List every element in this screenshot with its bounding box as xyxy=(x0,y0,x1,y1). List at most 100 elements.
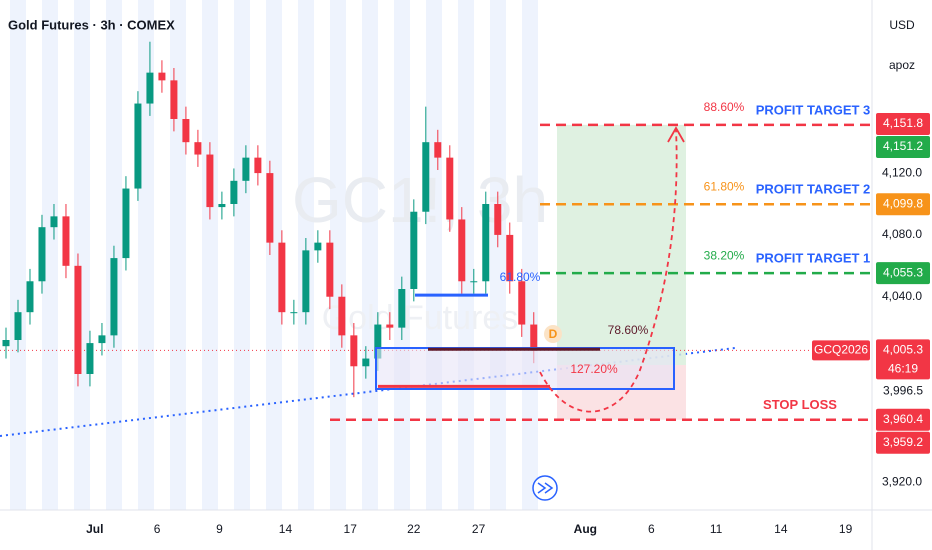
x-tick-label: 14 xyxy=(774,522,788,536)
point-label: D xyxy=(549,327,558,341)
candle-body xyxy=(434,142,442,158)
x-tick-label: 6 xyxy=(154,522,161,536)
x-tick-label: 14 xyxy=(279,522,293,536)
candle-body xyxy=(218,204,226,208)
level-name: STOP LOSS xyxy=(763,397,837,412)
session-band xyxy=(42,0,58,510)
session-band xyxy=(394,0,410,510)
x-tick-label: 17 xyxy=(344,522,358,536)
x-tick-label: 9 xyxy=(216,522,223,536)
candle-body xyxy=(110,258,118,336)
candle-body xyxy=(446,157,454,220)
candle-body xyxy=(230,180,238,204)
price-label: 4,151.8 xyxy=(883,116,923,130)
candle-body xyxy=(266,173,274,243)
candle-body xyxy=(338,296,346,336)
candle-body xyxy=(350,335,358,367)
watermark: GC1!, 3h xyxy=(292,164,548,236)
level-fib-label: 38.20% xyxy=(704,248,745,262)
candle-body xyxy=(194,142,202,155)
currency: USD xyxy=(889,18,915,32)
candle-body xyxy=(326,242,334,297)
x-tick-label: Jul xyxy=(86,522,103,536)
profit-zone xyxy=(557,124,686,365)
candle-body xyxy=(410,211,418,289)
candle-body xyxy=(26,281,34,313)
session-band xyxy=(234,0,250,510)
x-tick-label: 22 xyxy=(407,522,421,536)
candle-body xyxy=(182,119,190,143)
price-label: 4,151.2 xyxy=(883,139,923,153)
price-label: 4,055.3 xyxy=(883,265,923,279)
price-label-box xyxy=(876,135,930,158)
price-label: 3,960.4 xyxy=(883,412,923,426)
candle-body xyxy=(398,289,406,328)
price-label: 3,996.5 xyxy=(883,384,923,398)
candle-body xyxy=(242,157,250,181)
candle-body xyxy=(254,157,262,174)
candle-body xyxy=(386,324,394,328)
price-label-box xyxy=(876,431,930,454)
price-label: 4,099.8 xyxy=(883,196,923,210)
candle-body xyxy=(458,219,466,282)
candle-body xyxy=(206,154,214,208)
session-band xyxy=(522,0,538,510)
session-band xyxy=(10,0,26,510)
candle-body xyxy=(74,265,82,374)
session-band xyxy=(362,0,378,510)
candle-body xyxy=(530,324,538,351)
x-tick-label: 11 xyxy=(710,522,723,536)
candle-body xyxy=(506,234,514,282)
x-tick-label: Aug xyxy=(574,522,597,536)
candle-body xyxy=(314,242,322,251)
y-tick-label: 3,920.0 xyxy=(882,474,922,488)
point-marker xyxy=(544,325,562,343)
level-fib-label: 61.80% xyxy=(704,179,745,193)
candle-body xyxy=(158,72,166,81)
candle-body xyxy=(290,312,298,314)
level-name: PROFIT TARGET 2 xyxy=(756,182,871,197)
candle-body xyxy=(302,250,310,313)
arrow-head xyxy=(667,126,685,143)
candle-body xyxy=(38,227,46,282)
session-band xyxy=(138,0,154,510)
y-tick-label: 4,120.0 xyxy=(882,165,922,179)
symbol-box xyxy=(812,340,870,361)
candle-body xyxy=(146,72,154,104)
price-label: 3,959.2 xyxy=(883,435,923,449)
fib-label: 61.80% xyxy=(500,270,541,284)
y-tick-label: 4,040.0 xyxy=(882,289,922,303)
pattern-box xyxy=(375,347,675,390)
x-tick-label: 19 xyxy=(839,522,853,536)
price-label-box xyxy=(876,112,930,135)
candle-body xyxy=(470,281,478,283)
session-band xyxy=(74,0,90,510)
candle-body xyxy=(170,80,178,119)
price-label-box xyxy=(876,380,930,403)
price-label-box xyxy=(876,339,930,380)
candle-body xyxy=(50,216,58,228)
candle-body xyxy=(374,324,382,359)
level-fib-label: 88.60% xyxy=(704,100,745,114)
scale-mode: apoz xyxy=(889,58,915,72)
candle-body xyxy=(278,242,286,313)
candle-body xyxy=(362,358,370,367)
candle-body xyxy=(86,343,94,374)
candle-body xyxy=(494,204,502,235)
session-band xyxy=(202,0,218,510)
candle-body xyxy=(134,103,142,189)
fib-label: 78.60% xyxy=(608,323,649,337)
candle-body xyxy=(482,204,490,282)
candle-body xyxy=(518,281,526,325)
projection-arrow xyxy=(539,129,678,413)
watermark-sub: Gold Futures xyxy=(322,299,519,337)
level-name: PROFIT TARGET 3 xyxy=(756,102,871,117)
goto-icon[interactable] xyxy=(532,475,558,501)
price-label-box xyxy=(876,193,930,216)
session-band xyxy=(330,0,346,510)
candle-body xyxy=(122,188,130,259)
countdown: 46:19 xyxy=(888,362,918,376)
candle-body xyxy=(62,216,70,266)
